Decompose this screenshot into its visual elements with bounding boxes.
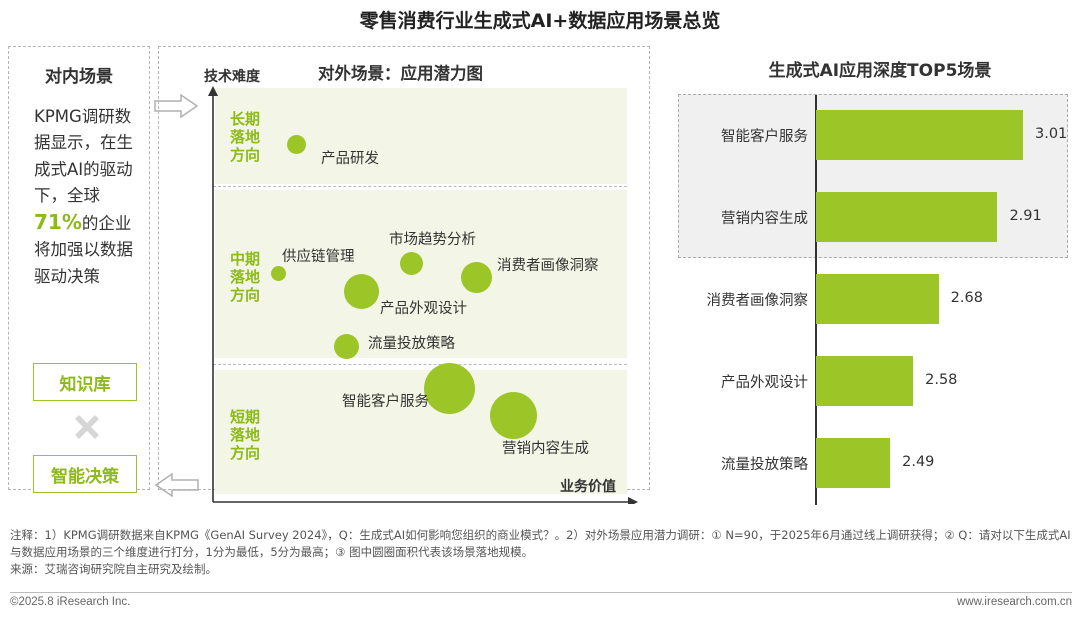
bar-1 — [816, 192, 998, 242]
copyright: ©2025.8 iResearch Inc. — [10, 596, 131, 608]
footnote: 注释：1）KPMG调研数据来自KPMG《GenAI Survey 2024》，Q… — [10, 527, 1072, 578]
knowledge-base-tag: 知识库 — [33, 363, 137, 401]
band-label-text: 短期 落地 方向 — [230, 408, 261, 462]
bubble-supply-chain — [271, 266, 286, 281]
bar-value-label: 3.01 — [1035, 126, 1068, 142]
band-label-text: 中期 落地 方向 — [230, 250, 261, 304]
footer-divider — [10, 592, 1072, 593]
band-divider — [213, 364, 627, 365]
bar-0 — [816, 110, 1023, 160]
bar-value-label: 2.49 — [902, 454, 935, 470]
bubble-label: 流量投放策略 — [368, 336, 455, 352]
bar-value-label: 2.58 — [925, 372, 958, 388]
bar-chart-axis — [815, 95, 817, 505]
bar-value-label: 2.91 — [1009, 208, 1042, 224]
band-label-mid-term: 中期 落地 方向 — [230, 250, 270, 304]
bubble-traffic-strategy — [334, 334, 359, 359]
band-label-short-term: 短期 落地 方向 — [230, 408, 270, 462]
band-long-term — [215, 88, 627, 184]
x-axis-label: 业务价值 — [560, 479, 616, 495]
bubble-product-design — [344, 274, 379, 309]
bar-value-label: 2.68 — [950, 290, 983, 306]
smart-decision-tag: 智能决策 — [33, 455, 137, 493]
kpmg-text-after: 的企业将加强以数据驱动决策 — [34, 214, 133, 286]
bar-category-label: 营销内容生成 — [721, 211, 808, 227]
bubble-consumer-insight — [461, 262, 492, 293]
band-divider — [213, 186, 627, 187]
bubble-smart-service — [424, 363, 475, 414]
kpmg-highlight-percent: 71% — [34, 210, 82, 235]
band-short-term — [215, 370, 627, 494]
bar-3 — [816, 356, 914, 406]
bubble-market-trend — [400, 252, 423, 275]
bubble-label: 营销内容生成 — [502, 441, 589, 457]
multiply-icon — [75, 415, 99, 439]
internal-scenario-text: KPMG调研数据显示，在生成式AI的驱动下，全球 71%的企业将加强以数据驱动决策 — [34, 104, 146, 290]
bar-chart-title: 生成式AI应用深度TOP5场景 — [768, 61, 992, 81]
bubble-label: 产品研发 — [321, 151, 379, 167]
bubble-label: 智能客户服务 — [342, 394, 429, 410]
bar-category-label: 流量投放策略 — [721, 457, 808, 473]
band-label-long-term: 长期 落地 方向 — [230, 110, 270, 164]
website: www.iresearch.com.cn — [956, 596, 1072, 608]
bubble-label: 供应链管理 — [282, 249, 355, 265]
bubble-marketing-content — [490, 392, 537, 439]
bubble-chart-axes — [208, 86, 638, 504]
bar-2 — [816, 274, 939, 324]
source-text: 来源：艾瑞咨询研究院自主研究及绘制。 — [10, 562, 217, 576]
bubble-label: 产品外观设计 — [380, 301, 467, 317]
bar-category-label: 消费者画像洞察 — [706, 293, 809, 309]
page-title: 零售消费行业生成式AI+数据应用场景总览 — [359, 10, 721, 32]
arrow-left-icon — [154, 472, 199, 498]
bar-category-label: 产品外观设计 — [721, 375, 808, 391]
bubble-product-rd — [287, 135, 306, 154]
bubble-label: 消费者画像洞察 — [497, 258, 599, 274]
note-text: 注释：1）KPMG调研数据来自KPMG《GenAI Survey 2024》，Q… — [10, 528, 1071, 559]
band-label-text: 长期 落地 方向 — [230, 110, 261, 164]
bubble-label: 市场趋势分析 — [389, 232, 476, 248]
bar-4 — [816, 438, 891, 488]
y-axis-label: 技术难度 — [204, 69, 260, 85]
internal-scenario-title: 对内场景 — [45, 67, 113, 87]
arrow-right-icon — [154, 93, 199, 119]
kpmg-text-before: KPMG调研数据显示，在生成式AI的驱动下，全球 — [34, 107, 133, 205]
external-scenario-title: 对外场景：应用潜力图 — [318, 64, 483, 83]
bar-category-label: 智能客户服务 — [721, 129, 808, 145]
